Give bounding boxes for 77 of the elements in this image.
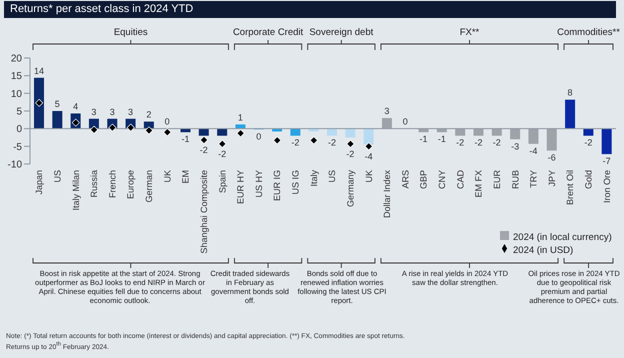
data-label: -3: [511, 141, 520, 152]
x-tick-label: CAD: [455, 170, 466, 190]
data-label: -7: [602, 156, 611, 166]
x-tick-label: Germany: [345, 170, 356, 208]
x-tick-label: US IG: [290, 170, 301, 195]
x-tick-label: EUR IG: [272, 170, 282, 202]
x-tick-label: US: [52, 170, 62, 183]
data-label: -6: [548, 152, 556, 163]
data-label: -2: [291, 138, 300, 148]
data-label: 3: [91, 106, 96, 117]
x-tick-label: Japan: [34, 170, 44, 195]
x-tick-label: US HY: [254, 170, 264, 198]
data-label: -4: [529, 146, 538, 156]
data-label: 3: [110, 106, 115, 117]
data-label: 0: [164, 116, 170, 127]
data-label: -4: [364, 151, 373, 162]
x-tick-label: Italy: [308, 170, 319, 187]
text: Commodities**: [557, 27, 620, 38]
x-tick-label: Spain: [217, 170, 228, 194]
data-label: 5: [54, 99, 60, 109]
x-tick-label: EM FX: [474, 170, 484, 198]
x-tick-label: Europe: [126, 170, 136, 200]
data-label: -2: [328, 138, 336, 148]
x-tick-label: Shanghai Composite: [198, 170, 209, 254]
y-tick-label: 15: [10, 71, 22, 82]
legend-label: 2024 (in USD): [513, 245, 574, 256]
data-label: -2: [218, 148, 226, 159]
x-tick-label: UK: [364, 170, 374, 183]
data-label: 8: [568, 88, 573, 98]
data-label: 1: [238, 112, 243, 122]
data-label: 0: [256, 131, 262, 142]
x-tick-label: CNY: [437, 170, 448, 190]
data-label: 3: [384, 106, 390, 116]
data-label: -2: [584, 138, 592, 148]
data-label: 2: [146, 110, 152, 120]
x-tick-label: Italy Milan: [70, 170, 81, 211]
data-label: -1: [438, 134, 446, 144]
chart-title: Returns* per asset class in 2024 YTD: [4, 1, 616, 18]
x-tick-label: Iron Ore: [602, 170, 612, 204]
text: FX**: [460, 27, 480, 38]
legend-label: 2024 (in local currency): [513, 232, 612, 243]
data-label: -2: [346, 148, 354, 159]
x-tick-label: Dollar Index: [382, 170, 392, 218]
x-tick-label: JPY: [546, 170, 557, 187]
y-tick-label: 10: [10, 88, 22, 100]
x-tick-label: ARS: [400, 170, 410, 189]
x-tick-label: GBP: [418, 170, 429, 190]
y-tick-label: 5: [16, 106, 22, 118]
x-tick-label: French: [107, 170, 118, 198]
data-label: 4: [73, 101, 78, 112]
text: Corporate Credit: [232, 27, 304, 38]
data-label: 0: [402, 116, 408, 127]
data-label: -2: [474, 138, 483, 148]
x-tick-label: German: [144, 170, 154, 203]
data-label: 3: [128, 106, 134, 117]
data-label: -2: [492, 138, 501, 148]
x-tick-label: US: [327, 170, 338, 183]
y-tick-label: 0: [16, 124, 22, 136]
data-label: -2: [200, 144, 208, 155]
x-tick-label: UK: [162, 170, 172, 183]
x-tick-label: EUR HY: [236, 170, 246, 204]
data-label: 14: [34, 66, 44, 76]
data-label: -1: [420, 134, 428, 144]
x-tick-label: EUR: [492, 170, 502, 190]
y-tick-label: -5: [13, 142, 22, 153]
text: Sovereign debt: [309, 27, 374, 38]
x-tick-label: Gold: [584, 170, 594, 190]
text: Equities: [114, 27, 148, 38]
x-tick-label: Brent Oil: [565, 170, 576, 206]
x-tick-label: Russia: [89, 170, 100, 198]
data-label: -1: [181, 134, 190, 144]
x-tick-label: RUB: [510, 170, 520, 190]
y-tick-label: -10: [8, 160, 22, 171]
data-label: -2: [456, 138, 464, 148]
x-tick-label: EM: [180, 170, 191, 184]
x-tick-label: TRY: [528, 170, 539, 188]
y-tick-label: 20: [10, 54, 22, 65]
